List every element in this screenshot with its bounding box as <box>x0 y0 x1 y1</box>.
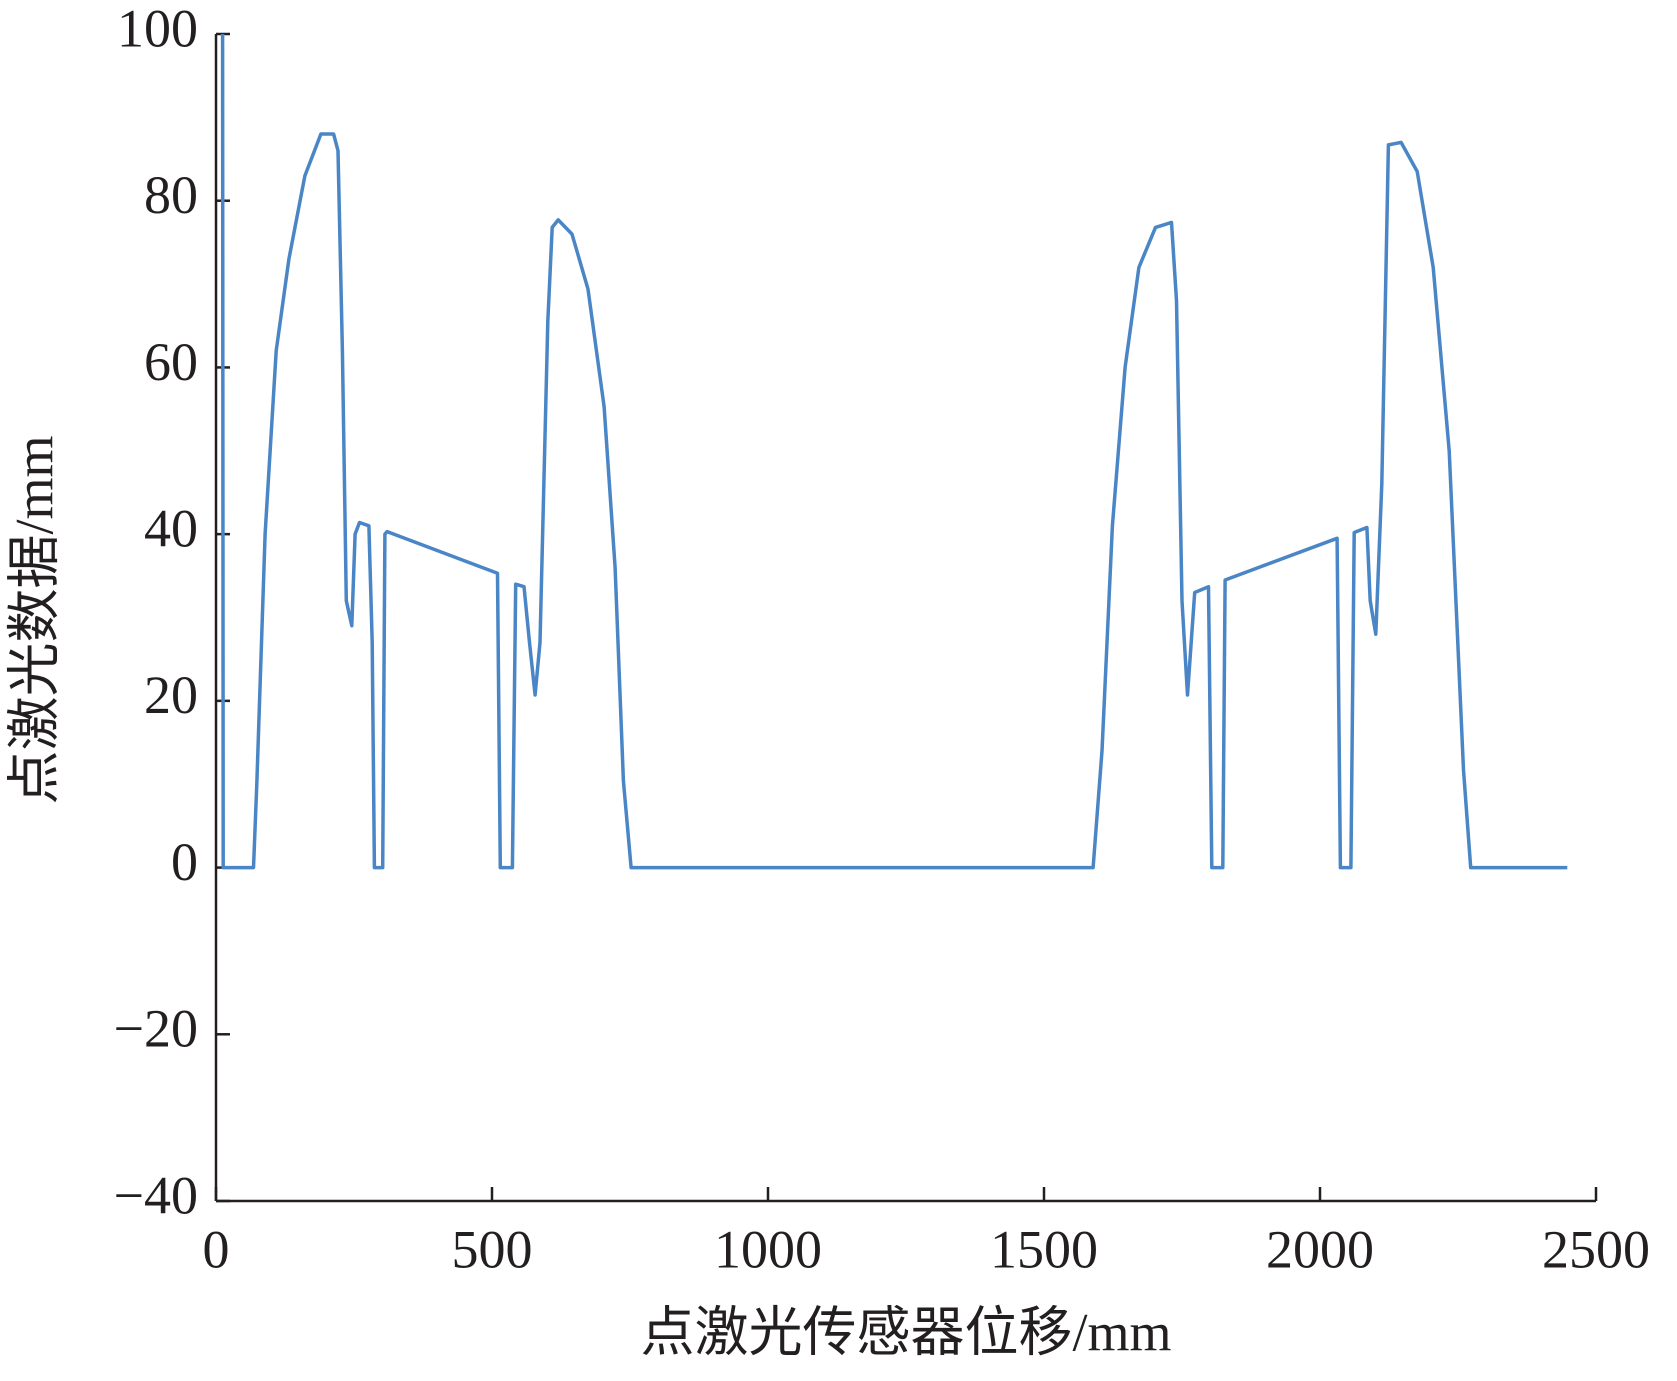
x-tick-label: 0 <box>203 1219 230 1279</box>
x-tick-label: 2000 <box>1266 1219 1374 1279</box>
y-tick-label: 60 <box>144 332 198 392</box>
y-tick-label: 80 <box>144 165 198 225</box>
y-tick-label: 20 <box>144 665 198 725</box>
data-line <box>220 33 1568 870</box>
y-axis-title: 点激光数据/mm <box>4 435 64 804</box>
y-tick-label: −20 <box>114 999 198 1059</box>
x-tick-label: 1000 <box>714 1219 822 1279</box>
y-tick-label: −40 <box>114 1165 198 1225</box>
x-axis-title: 点激光传感器位移/mm <box>640 1302 1171 1362</box>
y-tick-label: 100 <box>117 0 198 58</box>
y-tick-label: 40 <box>144 499 198 559</box>
x-tick-label: 500 <box>452 1219 533 1279</box>
x-tick-label: 1500 <box>990 1219 1098 1279</box>
y-tick-label: 0 <box>171 832 198 892</box>
x-tick-label: 2500 <box>1542 1219 1650 1279</box>
